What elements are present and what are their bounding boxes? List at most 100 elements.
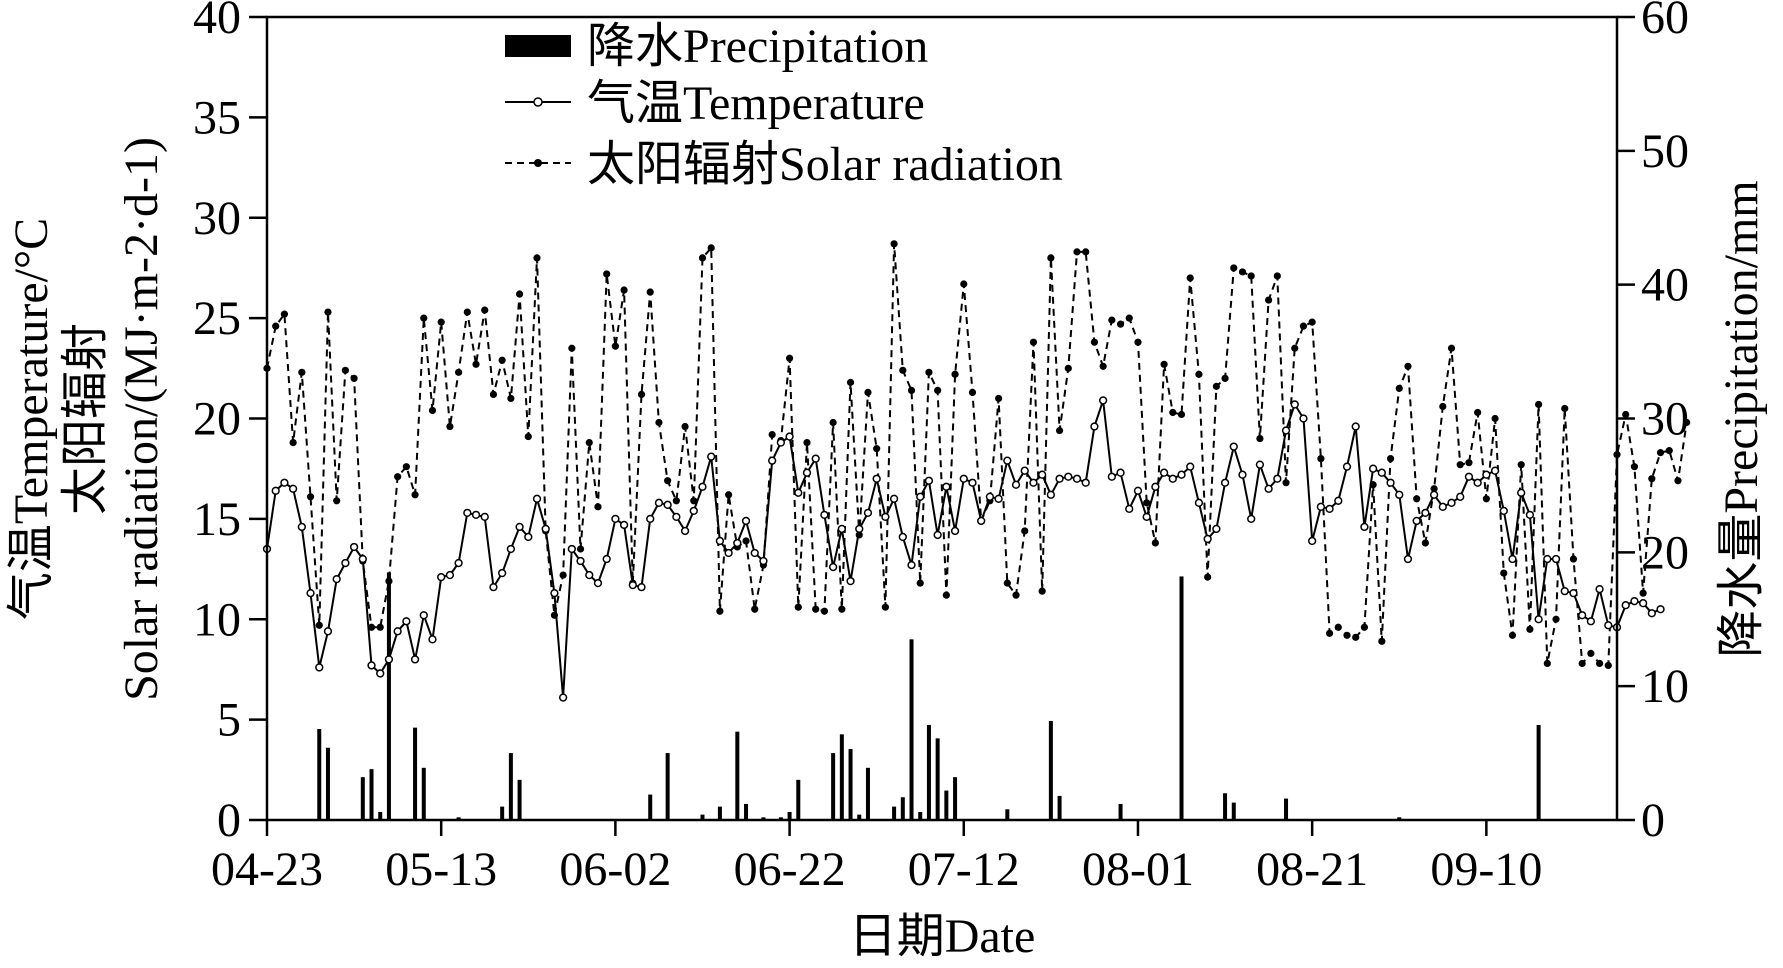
temperature-point [1308,536,1317,546]
temperature-point [1064,472,1073,481]
solar-radiation-point [1151,539,1159,547]
solar-radiation-point [1204,573,1212,581]
temperature-point [977,516,986,526]
temperature-point [715,536,725,546]
solar-radiation-point [1343,631,1351,639]
temperature-point [1055,474,1064,483]
temperature-point [646,514,655,524]
temperature-point [1490,466,1500,475]
solar-radiation-point [1012,591,1020,599]
temperature-point [628,580,637,590]
solar-radiation-point [1238,268,1247,276]
temperature-point [1116,468,1125,477]
solar-radiation-point [1334,623,1342,631]
temperature-point [1447,498,1456,507]
solar-radiation-point [707,244,715,252]
solar-radiation-point [1116,320,1125,328]
solar-radiation-series [263,240,1691,670]
precipitation-bar [456,817,461,820]
solar-radiation-point [716,607,724,615]
temperature-point [376,669,385,678]
solar-radiation-point [838,605,846,613]
solar-radiation-point [1543,659,1551,668]
temperature-point [959,474,968,483]
solar-radiation-point [1508,631,1517,639]
temperature-point [288,484,298,493]
solar-radiation-point [1308,318,1316,326]
x-tick-label: 08-01 [1082,843,1194,896]
temperature-point [811,454,820,463]
temperature-point [1038,470,1047,479]
temperature-point [1377,468,1386,477]
solar-radiation-point [1674,477,1682,485]
temperature-point [1412,516,1421,526]
temperature-point [550,589,559,598]
x-tick-label: 06-22 [734,843,846,896]
solar-radiation-point [1317,455,1325,463]
legend-precipitation-swatch [505,35,571,57]
solar-radiation-point [1282,479,1290,487]
temperature-point [1368,464,1378,473]
temperature-point [1342,462,1352,471]
solar-radiation-point [846,378,855,386]
temperature-point [985,492,995,501]
temperature-point [855,524,864,534]
solar-radiation-point [1325,629,1334,637]
solar-radiation-point [455,368,463,376]
solar-radiation-point [1055,426,1064,435]
solar-radiation-point [1352,633,1360,641]
temperature-point [593,578,603,588]
solar-radiation-point [481,306,489,314]
temperature-point [820,510,829,520]
temperature-point [1578,611,1587,620]
temperature-point [315,663,324,672]
solar-radiation-point [655,418,663,427]
solar-radiation-point [498,356,506,364]
temperature-point [1473,478,1482,487]
temperature-point [1098,396,1108,405]
temperature-point [1273,474,1282,483]
temperature-point [541,524,550,534]
temperature-point [271,486,280,495]
solar-radiation-point [1221,374,1229,382]
temperature-point [471,510,481,520]
temperature-point [1316,502,1326,511]
temperature-point [950,526,960,536]
temperature-point [1421,508,1430,518]
solar-radiation-point [594,503,602,511]
solar-radiation-point [1021,527,1029,535]
precipitation-bar [857,814,862,820]
temperature-point [828,562,838,572]
solar-radiation-point [463,308,471,316]
temperature-point [1142,512,1151,522]
precipitation-bar [918,811,923,820]
left-y-axis-ticks: 0 5 10 15 20 25 30 35 40 [193,0,267,847]
temperature-point [567,544,576,554]
solar-radiation-point [507,394,515,403]
temperature-point [776,438,786,447]
solar-radiation-point [1447,344,1456,352]
temperature-point [1647,609,1656,618]
x-axis-ticks: 04-23 05-13 06-02 06-22 07-12 08-01 08-21 09-10 [211,820,1542,896]
solar-radiation-point [916,579,924,587]
temperature-point [1177,470,1186,479]
solar-radiation-point [1526,625,1534,633]
right-y-tick-label: 10 [1641,660,1689,713]
solar-radiation-point [768,430,776,439]
temperature-point [306,589,315,598]
solar-radiation-point [280,310,289,318]
precipitation-bar [787,811,792,820]
solar-radiation-point [1587,649,1595,657]
solar-radiation-point [1474,408,1482,417]
precipitation-bar [665,753,670,820]
solar-radiation-point [411,491,419,499]
temperature-point [1255,460,1265,469]
solar-radiation-point [1665,447,1673,455]
solar-radiation-point [1648,475,1656,483]
x-axis-title: 日期Date [849,910,1036,963]
temperature-point [602,554,611,564]
precipitation-bar [717,806,722,820]
solar-radiation-point [1378,637,1386,645]
precipitation-bar [1118,803,1123,820]
solar-radiation-point [620,286,628,294]
